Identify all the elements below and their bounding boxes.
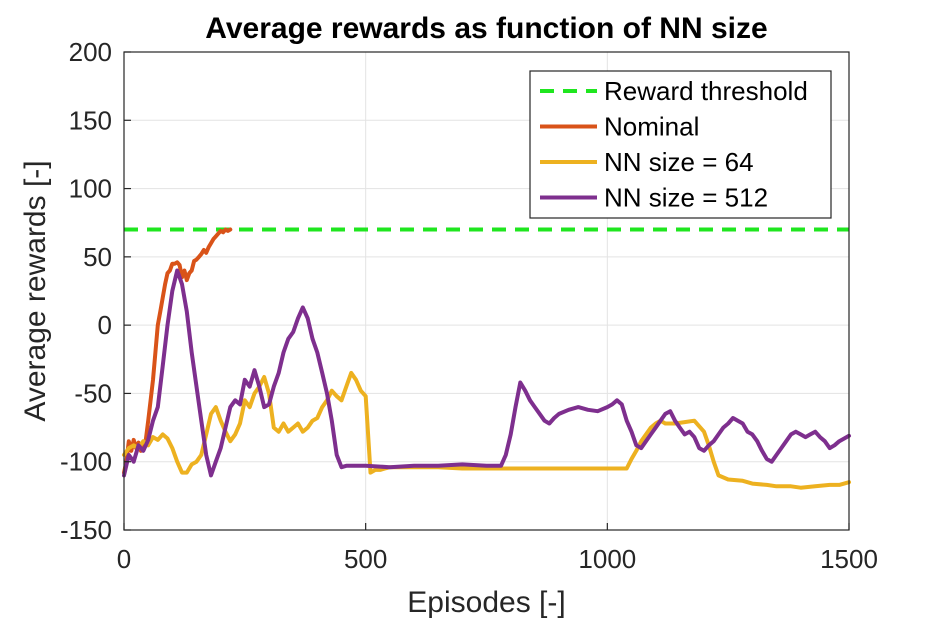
- axes-box: [123, 51, 850, 531]
- y-tick-label: -150: [60, 515, 112, 545]
- ticks: 0 500 1000 1500 -150 -100 -50 0 50 100 150 200: [60, 37, 878, 574]
- y-axis-label: Average rewards [-]: [19, 160, 52, 421]
- x-tick-label: 0: [117, 544, 131, 574]
- series-line-4: [122, 268, 851, 478]
- y-tick-label: -100: [60, 447, 112, 477]
- legend-box: [529, 70, 832, 219]
- series-line-2: [122, 227, 233, 475]
- chart-title: Average rewards as function of NN size: [205, 12, 767, 45]
- legend-label: Reward threshold: [604, 76, 808, 106]
- legend-label: NN size = 512: [604, 183, 768, 213]
- y-tick-label: 100: [69, 174, 112, 204]
- y-tick-label: 200: [69, 37, 112, 67]
- series-layer: [122, 227, 851, 490]
- legend-label: NN size = 64: [604, 147, 754, 177]
- y-tick-label: 50: [83, 242, 112, 272]
- x-axis-label: Episodes [-]: [407, 586, 565, 619]
- legend: Reward threshold Nominal NN size = 64 NN si…: [529, 70, 832, 219]
- x-tick-label: 1500: [820, 544, 878, 574]
- x-tick-label: 500: [344, 544, 387, 574]
- y-tick-label: -50: [74, 378, 112, 408]
- y-tick-label: 0: [98, 310, 112, 340]
- x-tick-label: 1000: [578, 544, 636, 574]
- series-line-3: [122, 370, 851, 490]
- legend-label: Nominal: [604, 112, 699, 142]
- y-tick-label: 150: [69, 105, 112, 135]
